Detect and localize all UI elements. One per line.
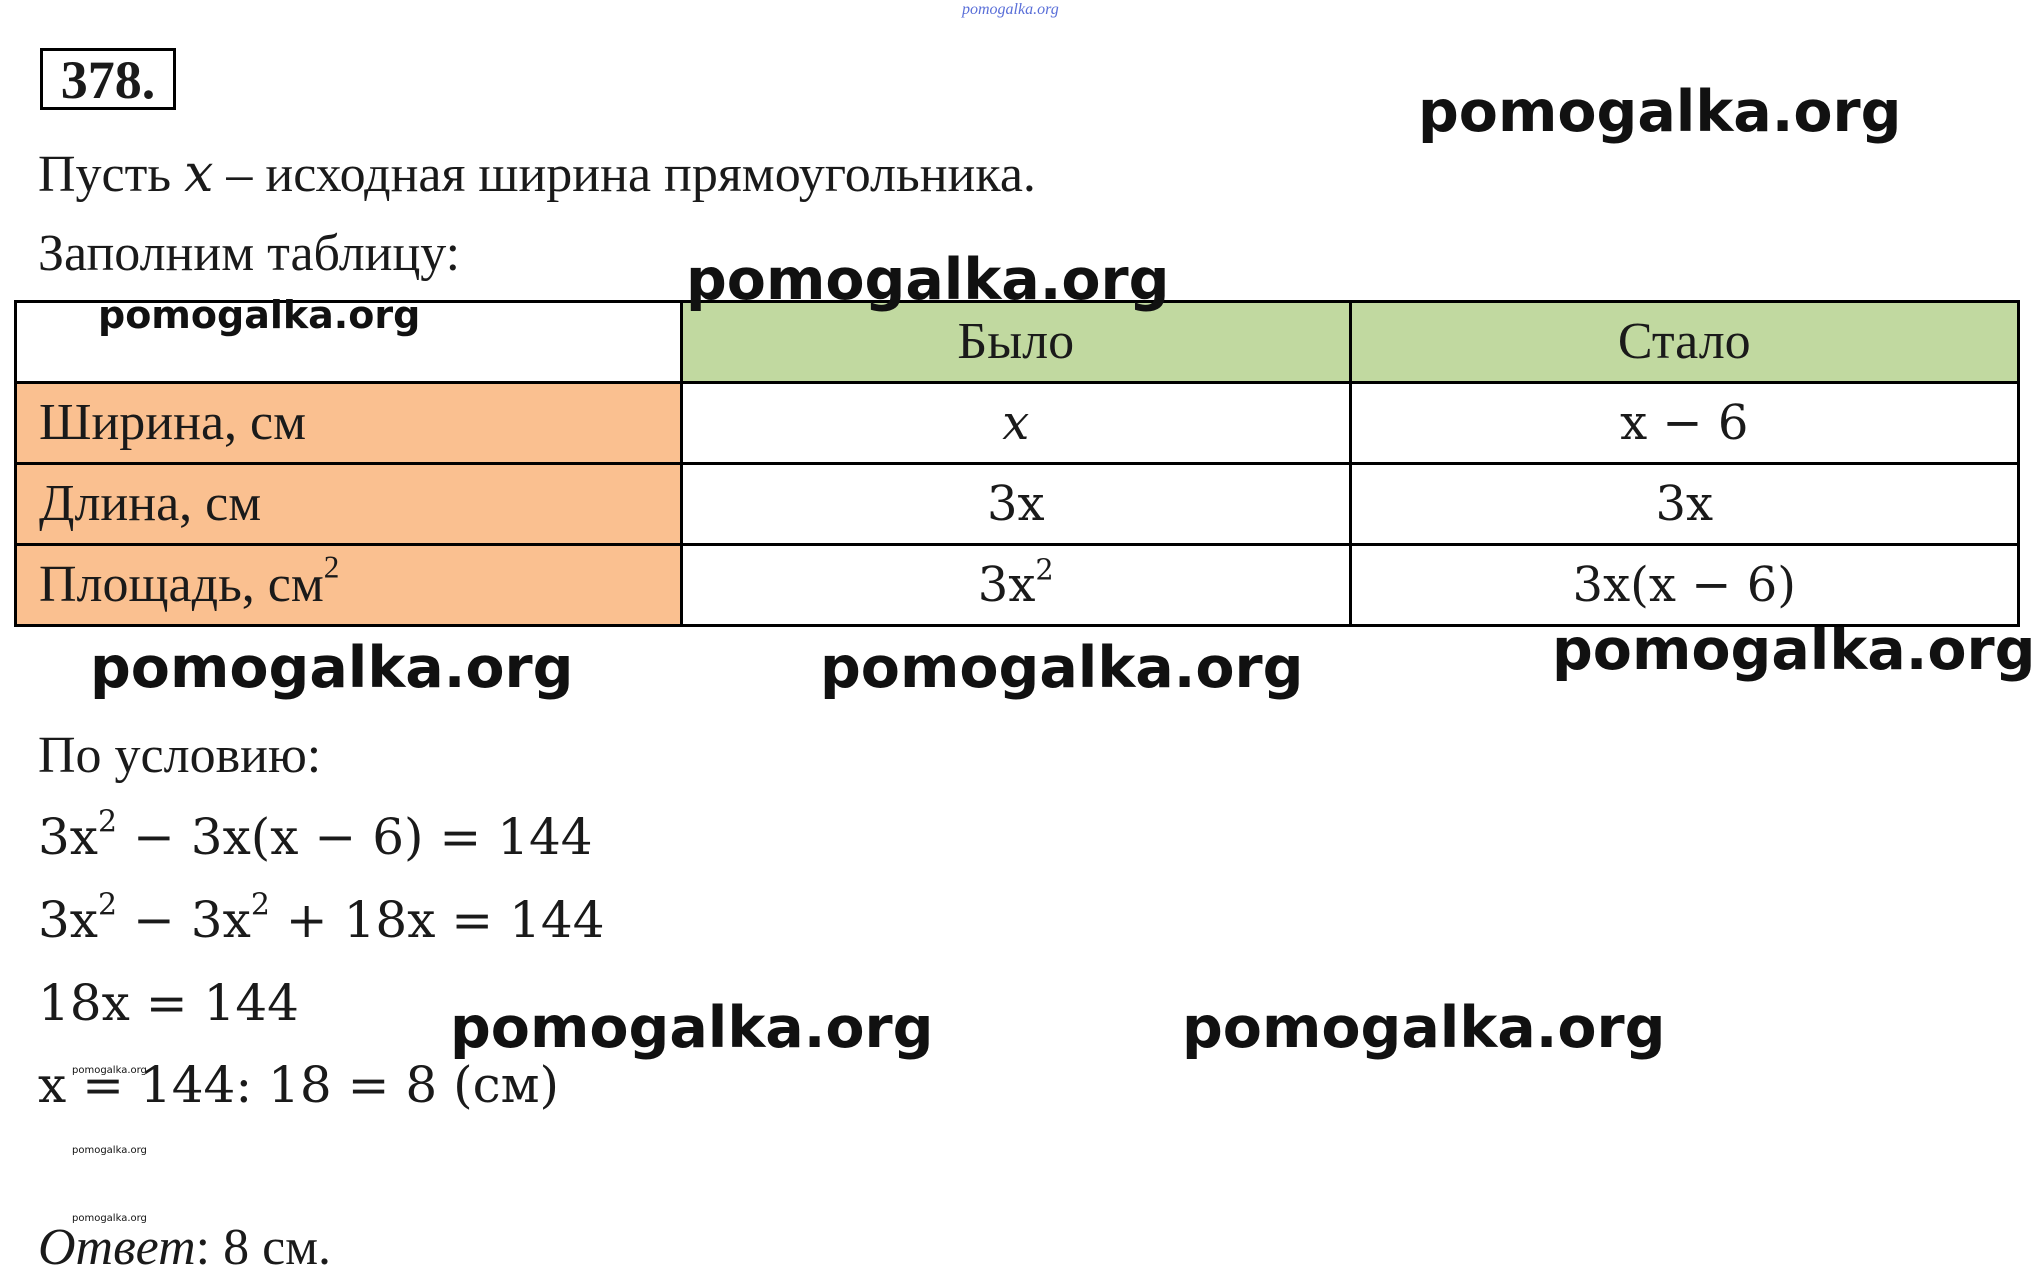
watermark: pomogalka.org bbox=[450, 995, 934, 1061]
row-label-width: Ширина, см bbox=[14, 381, 683, 465]
answer: Ответ: 8 см. bbox=[38, 1222, 331, 1274]
header-before: Было bbox=[680, 300, 1352, 384]
watermark: pomogalka.org bbox=[686, 247, 1170, 313]
area-before: 3x2 bbox=[680, 543, 1352, 627]
width-after: x − 6 bbox=[1348, 381, 2020, 465]
answer-label: Ответ bbox=[38, 1219, 196, 1276]
equation-1: 3x2 − 3x(x − 6) = 144 bbox=[38, 804, 593, 866]
watermark: pomogalka.org bbox=[1418, 79, 1902, 145]
intro-line: Пусть x – исходная ширина прямоугольника… bbox=[38, 148, 1036, 201]
intro-text-after: – исходная ширина прямоугольника. bbox=[213, 146, 1036, 203]
equation-3: 18x = 144 bbox=[38, 974, 299, 1032]
condition-label: По условию: bbox=[38, 727, 322, 784]
table-intro: Заполним таблицу: bbox=[38, 225, 461, 282]
area-after: 3x(x − 6) bbox=[1348, 543, 2020, 627]
answer-value: : 8 см. bbox=[195, 1219, 332, 1276]
intro-variable: x bbox=[184, 144, 214, 204]
row-label-area: Площадь, см2 bbox=[14, 543, 683, 627]
problem-number: 378. bbox=[40, 48, 176, 110]
watermark: pomogalka.org bbox=[98, 293, 421, 337]
table-row-area: Площадь, см2 3x2 3x(x − 6) bbox=[14, 543, 2020, 627]
equation-4: x = 144: 18 = 8 (см) bbox=[38, 1056, 559, 1114]
table-corner-cell bbox=[14, 300, 683, 384]
watermark: pomogalka.org bbox=[1182, 995, 1666, 1061]
watermark-tiny: pomogalka.org bbox=[72, 1145, 147, 1156]
table-header-row: Было Стало bbox=[14, 300, 2020, 384]
watermark: pomogalka.org bbox=[1552, 617, 2032, 683]
watermark-tiny: pomogalka.org bbox=[72, 1065, 147, 1076]
width-before: x bbox=[680, 381, 1352, 465]
header-after: Стало bbox=[1348, 300, 2020, 384]
watermark: pomogalka.org bbox=[820, 635, 1304, 701]
watermark: pomogalka.org bbox=[90, 635, 574, 701]
length-before: 3x bbox=[680, 462, 1352, 546]
watermark-top: pomogalka.org bbox=[962, 1, 1059, 18]
dimensions-table: Было Стало Ширина, см x x − 6 Длина, см … bbox=[14, 300, 2020, 627]
table-row-width: Ширина, см x x − 6 bbox=[14, 381, 2020, 465]
intro-text-before: Пусть bbox=[38, 146, 185, 203]
row-label-length: Длина, см bbox=[14, 462, 683, 546]
table-row-length: Длина, см 3x 3x bbox=[14, 462, 2020, 546]
equation-2: 3x2 − 3x2 + 18x = 144 bbox=[38, 887, 605, 949]
watermark-tiny: pomogalka.org bbox=[72, 1213, 147, 1224]
length-after: 3x bbox=[1348, 462, 2020, 546]
